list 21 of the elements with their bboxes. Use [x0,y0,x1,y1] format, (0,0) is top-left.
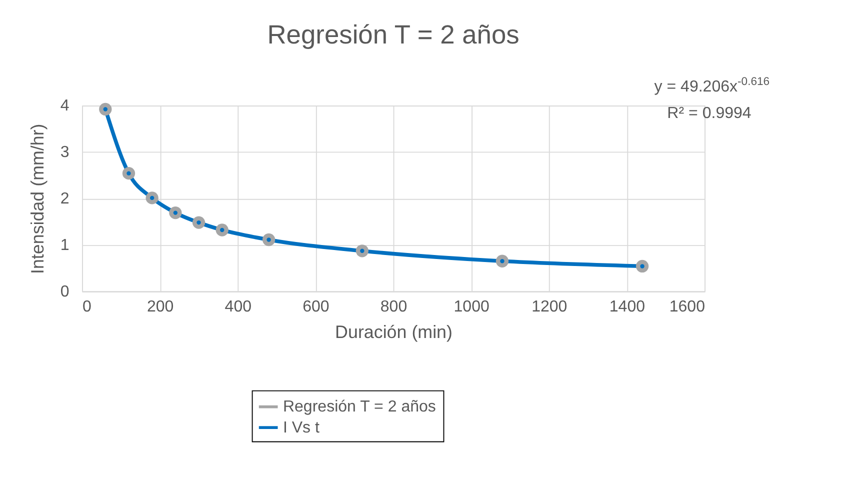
y-tick-label: 2 [60,190,70,208]
annotation: R² = 0.9994 [667,104,752,122]
x-tick-label: 600 [302,298,330,316]
x-tick-label: 1200 [532,298,568,316]
x-tick-label: 400 [224,298,252,316]
x-tick-label: 1600 [669,298,706,316]
x-tick-label: 800 [380,298,408,316]
legend-label: Regresión T = 2 años [282,398,436,416]
y-tick-label: 3 [60,143,70,162]
y-tick-label: 0 [60,282,70,300]
point [216,224,228,236]
legend-label: I Vs t [282,418,320,436]
y-tick-label: 4 [60,96,70,115]
x-axis-title: Duración (min) [335,322,452,342]
y-tick-label: 1 [60,236,70,254]
x-tick-label: 1400 [609,298,646,316]
chart-title: Regresión T = 2 años [267,19,520,50]
y-axis-title: Intensidad (mm/hr) [27,124,48,274]
x-tick-label: 1000 [454,298,490,316]
x-tick-label: 0 [82,298,92,316]
x-tick-label: 200 [146,298,174,316]
